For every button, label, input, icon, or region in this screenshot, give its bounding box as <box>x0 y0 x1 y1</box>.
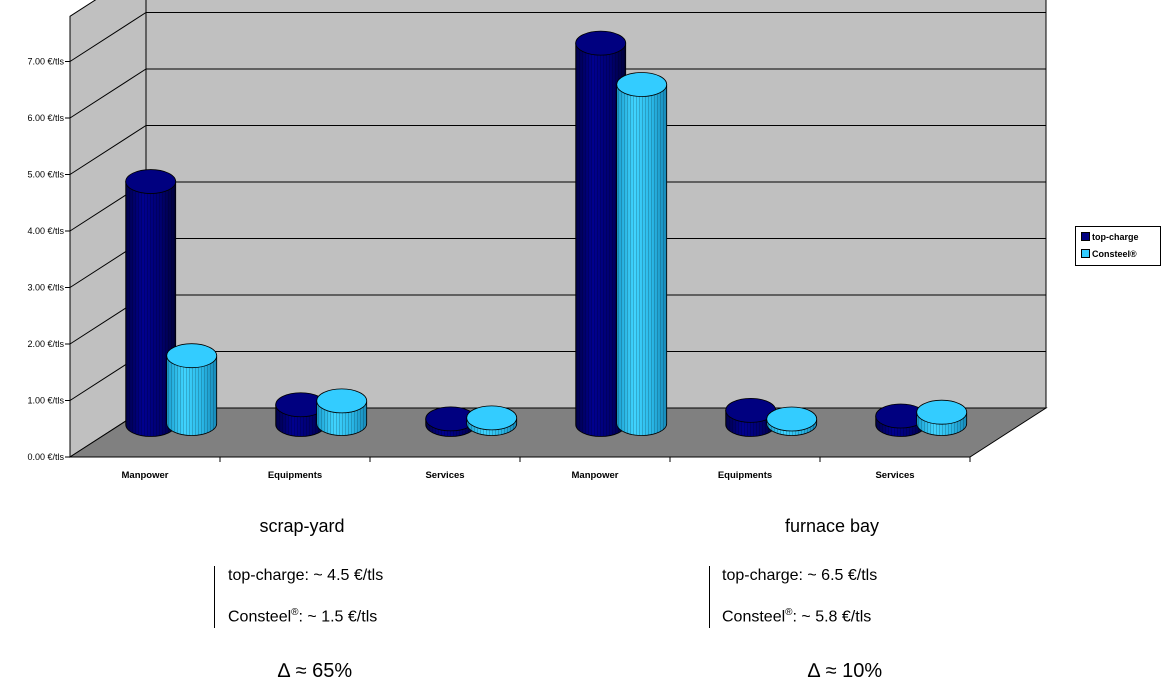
y-tick-label: 6.00 €/tls <box>27 113 64 123</box>
legend-swatch-top-charge <box>1081 232 1090 242</box>
x-category-label: Equipments <box>718 470 772 481</box>
group-title-scrap-yard: scrap-yard <box>259 516 345 536</box>
legend-label-top-charge: top-charge <box>1092 232 1139 242</box>
bar-consteel-4 <box>766 406 818 436</box>
gridline <box>69 12 1046 62</box>
bracket-line-furnace-bay <box>709 566 710 628</box>
delta-scrap-yard: ∆ ≈ 65% <box>277 660 353 682</box>
y-tick-label: 5.00 €/tls <box>27 170 64 180</box>
axes: 0.00 €/tls 1.00 €/tls 2.00 €/tls 3.00 €/tls… <box>27 16 971 481</box>
legend-item-consteel: Consteel® <box>1081 249 1137 259</box>
bar-consteel-5 <box>916 399 968 436</box>
bar-top <box>575 30 627 56</box>
y-tick-label: 3.00 €/tls <box>27 283 64 293</box>
x-category-label: Manpower <box>122 470 169 481</box>
delta-furnace-bay: ∆ ≈ 10% <box>807 660 883 682</box>
note-consteel-value: : ~ 5.8 €/tls <box>792 608 872 626</box>
bar-consteel-3 <box>616 72 668 436</box>
y-tick-label: 7.00 €/tls <box>27 57 64 67</box>
registered-mark: ® <box>291 607 299 618</box>
bar-shading <box>575 43 626 437</box>
bar-top <box>316 388 368 414</box>
bar-top <box>616 72 668 97</box>
group-title-furnace-bay: furnace bay <box>784 516 880 536</box>
legend-swatch-consteel <box>1081 249 1090 259</box>
x-category-label: Manpower <box>572 470 619 481</box>
note-top-charge-furnace-bay: top-charge: ~ 6.5 €/tls <box>722 567 878 584</box>
y-tick-label: 1.00 €/tls <box>27 396 64 406</box>
bracket-line-scrap-yard <box>214 566 215 628</box>
gridline <box>69 125 1046 175</box>
bar-top-charge-5 <box>875 403 927 437</box>
registered-mark: ® <box>785 607 793 618</box>
bar-consteel-0 <box>166 343 218 436</box>
bar-top <box>766 406 818 432</box>
bar-shading <box>166 355 217 436</box>
note-consteel-furnace-bay: Consteel®: ~ 5.8 €/tls <box>722 607 871 626</box>
bar-top <box>166 343 218 369</box>
x-category-label: Services <box>425 470 464 481</box>
note-consteel-value: : ~ 1.5 €/tls <box>298 608 378 626</box>
note-consteel-prefix: Consteel <box>228 608 292 626</box>
bar-top <box>125 169 177 194</box>
x-category-label: Services <box>875 470 914 481</box>
bars <box>125 30 968 437</box>
bar-top-charge-4 <box>725 397 777 437</box>
legend-item-top-charge: top-charge <box>1081 232 1139 242</box>
bar-consteel-2 <box>466 405 518 436</box>
bar-consteel-1 <box>316 388 368 436</box>
note-consteel-prefix: Consteel <box>722 608 786 626</box>
bar-top-charge-1 <box>275 392 327 437</box>
note-top-charge-scrap-yard: top-charge: ~ 4.5 €/tls <box>228 567 384 584</box>
bar-top-charge-2 <box>425 406 477 437</box>
bar-top <box>916 399 968 425</box>
y-tick-label: 4.00 €/tls <box>27 226 64 236</box>
legend: top-charge Consteel® <box>1075 226 1161 266</box>
x-category-label: Equipments <box>268 470 322 481</box>
note-consteel-scrap-yard: Consteel®: ~ 1.5 €/tls <box>228 607 377 626</box>
y-tick-label: 2.00 €/tls <box>27 339 64 349</box>
bar-shading <box>616 84 667 436</box>
bar-shading <box>125 181 176 437</box>
legend-label-consteel: Consteel® <box>1092 249 1137 259</box>
y-tick-label: 0.00 €/tls <box>27 452 64 462</box>
bar-top-charge-3 <box>575 30 627 437</box>
gridline <box>69 68 1046 119</box>
bar-top <box>466 405 518 431</box>
bar-top-charge-0 <box>125 169 177 437</box>
